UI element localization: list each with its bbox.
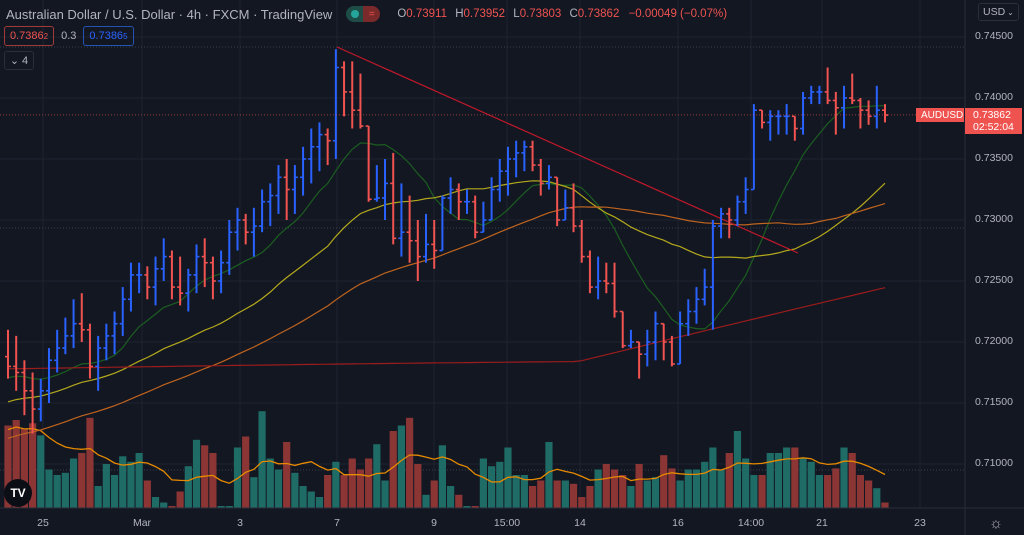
price-label: 0.71000 xyxy=(975,457,1013,469)
time-label: 9 xyxy=(431,517,437,529)
time-label: 23 xyxy=(914,517,926,529)
high-value: 0.73952 xyxy=(463,8,506,20)
volume-bars xyxy=(4,411,889,508)
last-price: 0.73862 xyxy=(973,109,1011,121)
chart-grid xyxy=(0,0,965,508)
bar-countdown: 02:52:04 xyxy=(973,121,1014,133)
ask-price: 0.7386 xyxy=(89,30,124,42)
moving-average-lines xyxy=(7,105,886,439)
symbol-price-tag: AUDUSD xyxy=(916,108,964,122)
sell-button[interactable]: 0.7386 2 xyxy=(4,26,55,46)
tradingview-logo[interactable]: TV xyxy=(4,479,32,507)
currency-selector[interactable]: USD ⌄ xyxy=(978,3,1019,21)
price-label: 0.73500 xyxy=(975,152,1013,164)
time-label: 14:00 xyxy=(737,517,765,529)
indicators-count: 4 xyxy=(22,54,29,67)
price-label: 0.72000 xyxy=(975,335,1013,347)
price-label: 0.74000 xyxy=(975,91,1013,103)
time-label: 14 xyxy=(574,517,586,529)
market-status-toggle[interactable]: = xyxy=(346,6,381,22)
ohlc-values: O0.73911 H0.73952 L0.73803 C0.73862 −0.0… xyxy=(392,8,727,20)
time-label: 15:00 xyxy=(493,517,521,529)
price-label: 0.73000 xyxy=(975,213,1013,225)
time-label: 16 xyxy=(672,517,684,529)
open-value: 0.73911 xyxy=(406,8,447,20)
change-value: −0.00049 (−0.07%) xyxy=(628,8,728,20)
ohlc-bars xyxy=(5,49,888,434)
bid-ask-panel: 0.7386 2 0.3 0.7386 5 xyxy=(4,26,134,46)
buy-button[interactable]: 0.7386 5 xyxy=(83,26,134,46)
chevron-down-icon: ⌄ xyxy=(9,55,20,67)
time-label: 3 xyxy=(237,517,243,529)
time-label: 21 xyxy=(816,517,828,529)
close-value: 0.73862 xyxy=(577,8,620,20)
symbol-title[interactable]: Australian Dollar / U.S. Dollar · 4h · F… xyxy=(6,6,333,22)
low-label: L xyxy=(513,8,520,20)
close-label: C xyxy=(569,8,578,20)
low-value: 0.73803 xyxy=(519,8,562,20)
open-label: O xyxy=(397,8,407,20)
settings-gear-icon[interactable]: ☼ xyxy=(989,515,1003,532)
bid-pip: 2 xyxy=(43,31,49,41)
ask-pip: 5 xyxy=(123,31,128,41)
spread-value: 0.3 xyxy=(61,30,77,42)
time-label: 25 xyxy=(37,517,49,529)
price-label: 0.72500 xyxy=(975,274,1013,286)
time-label: Mar xyxy=(132,517,152,529)
price-label: 0.74500 xyxy=(975,30,1013,42)
bid-price: 0.7386 xyxy=(10,30,44,42)
price-label: 0.71500 xyxy=(975,396,1013,408)
status-dot-icon xyxy=(350,10,359,18)
last-price-tag: 0.73862 02:52:04 xyxy=(965,108,1022,134)
time-label: 7 xyxy=(334,517,340,529)
volume-ma-line xyxy=(7,426,886,484)
high-label: H xyxy=(455,8,464,20)
chevron-down-icon: ⌄ xyxy=(1007,7,1014,17)
indicators-toggle-button[interactable]: ⌄ 4 xyxy=(4,51,34,70)
chart-legend: Australian Dollar / U.S. Dollar · 4h · F… xyxy=(6,4,727,24)
currency-label: USD xyxy=(983,6,1006,18)
equals-icon: = xyxy=(363,6,381,22)
